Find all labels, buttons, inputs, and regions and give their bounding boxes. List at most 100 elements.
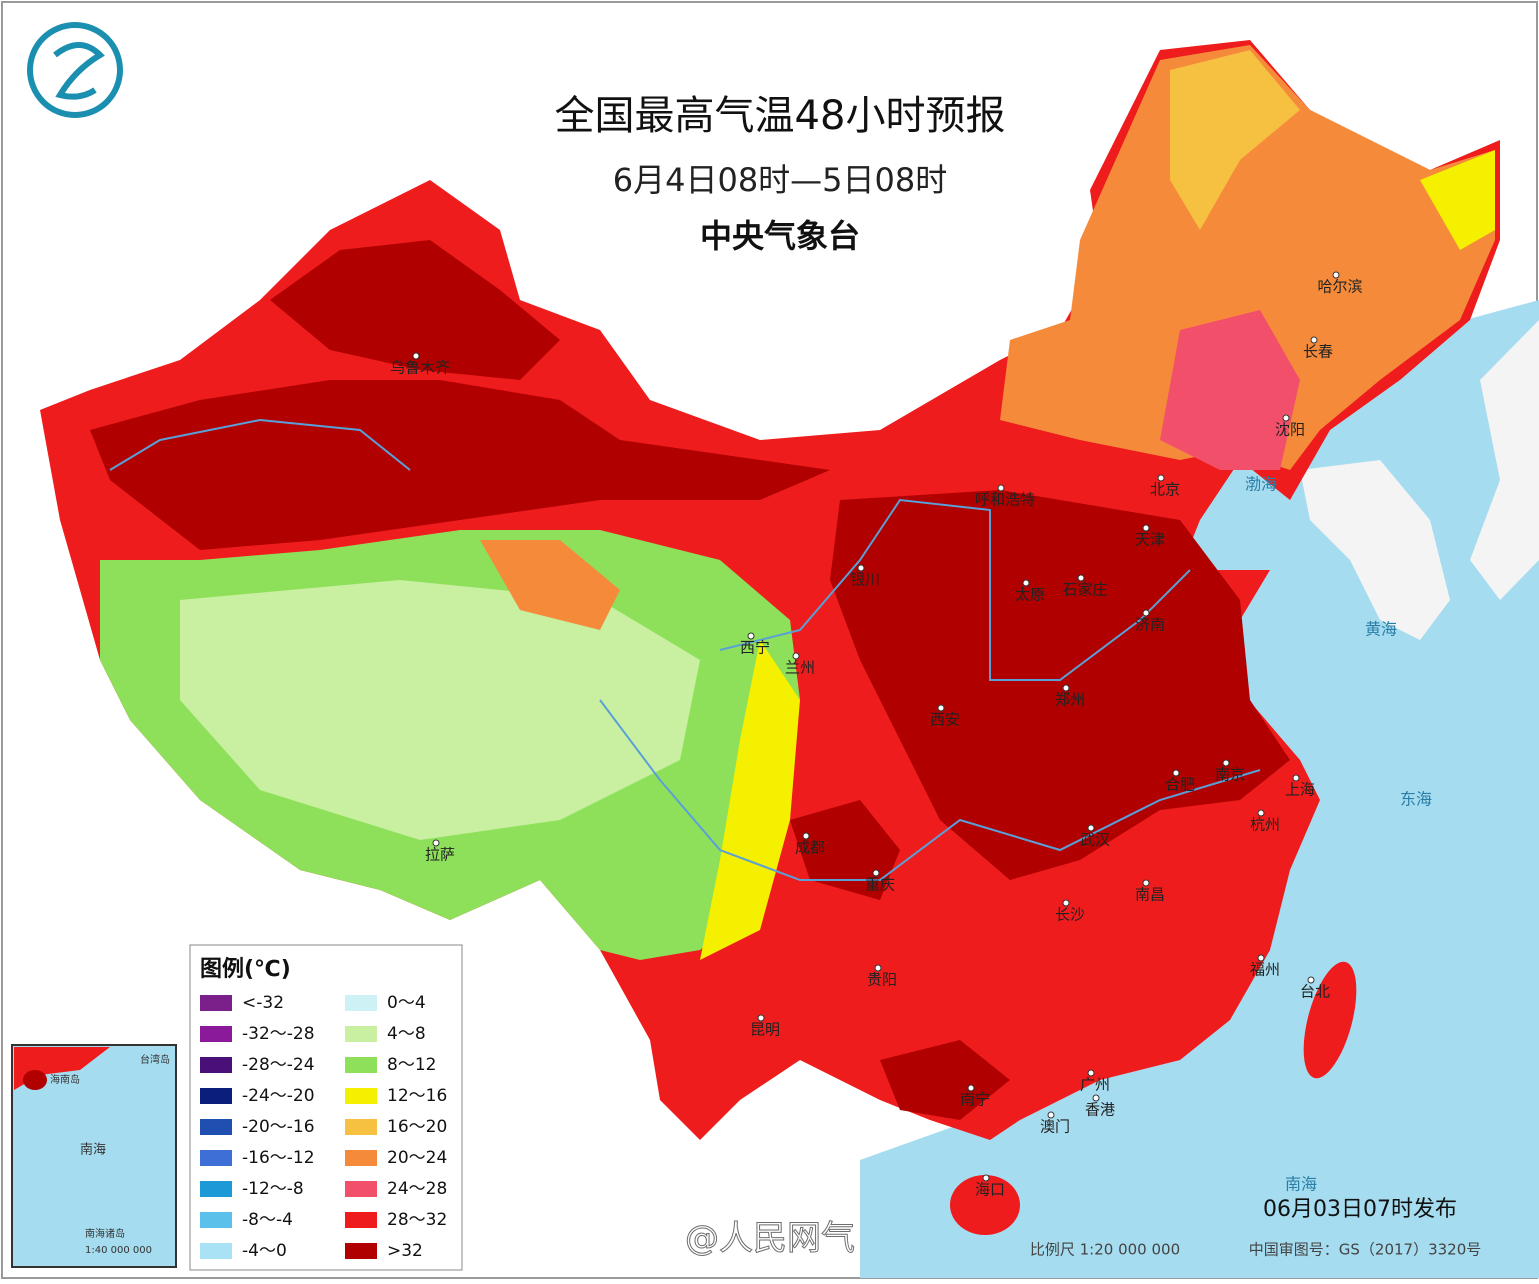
legend-label: -16～-12 bbox=[242, 1148, 315, 1168]
legend-swatch bbox=[345, 1181, 377, 1197]
legend-swatch bbox=[200, 995, 232, 1011]
inset-label: 南海诸岛 bbox=[85, 1227, 125, 1240]
city-dot bbox=[747, 632, 755, 640]
river bbox=[719, 498, 1191, 681]
city-label: 长春 bbox=[1303, 343, 1333, 361]
city-dot bbox=[1087, 824, 1095, 832]
city-label: 北京 bbox=[1150, 481, 1180, 499]
city-dot bbox=[1157, 474, 1165, 482]
legend-swatch bbox=[200, 1119, 232, 1135]
legend-swatch bbox=[200, 1026, 232, 1042]
city-dot bbox=[1142, 524, 1150, 532]
inset-frame bbox=[11, 1044, 177, 1268]
city-label: 海口 bbox=[975, 1181, 1005, 1199]
issued-time: 06月03日07时发布 bbox=[1263, 1197, 1457, 1222]
city-dot bbox=[1062, 899, 1070, 907]
city-label: 福州 bbox=[1250, 961, 1280, 979]
city-label: 杭州 bbox=[1250, 816, 1280, 834]
legend-swatch bbox=[345, 1026, 377, 1042]
map-number: 中国审图号：GS（2017）3320号 bbox=[1249, 1241, 1482, 1259]
city-label: 合肥 bbox=[1165, 776, 1195, 794]
legend-label: 28～32 bbox=[387, 1210, 447, 1230]
taiwan bbox=[1303, 961, 1357, 1079]
region-northeast bbox=[1000, 45, 1495, 470]
legend-label: >32 bbox=[387, 1241, 423, 1261]
title: 全国最高气温48小时预报 bbox=[555, 93, 1006, 139]
inset-scale: 1:40 000 000 bbox=[85, 1245, 152, 1256]
scale: 比例尺 1:20 000 000 bbox=[1030, 1241, 1180, 1259]
city-label: 台北 bbox=[1300, 983, 1330, 1001]
city-dot bbox=[1257, 809, 1265, 817]
region-plateau-edge bbox=[700, 640, 800, 960]
city-label: 澳门 bbox=[1040, 1118, 1070, 1136]
legend: 图例(℃) <-32 -32～-28 -28～-24 -24～-20 -20～-16 -1… bbox=[189, 944, 463, 1271]
city-dot bbox=[757, 1014, 765, 1022]
legend-swatch bbox=[200, 1181, 232, 1197]
japan bbox=[1470, 320, 1539, 600]
legend-label: 0～4 bbox=[387, 993, 426, 1013]
city-dot bbox=[1172, 769, 1180, 777]
legend-swatch bbox=[345, 1088, 377, 1104]
legend-label: 4～8 bbox=[387, 1024, 426, 1044]
legend-label: -4～0 bbox=[242, 1241, 287, 1261]
city-dot bbox=[1292, 774, 1300, 782]
city-dot bbox=[1142, 609, 1150, 617]
city-label: 银川 bbox=[850, 571, 880, 589]
river bbox=[109, 418, 411, 471]
city-dot bbox=[967, 1084, 975, 1092]
legend-label: -24～-20 bbox=[242, 1086, 315, 1106]
legend-title: 图例(℃) bbox=[200, 957, 291, 982]
legend-label: <-32 bbox=[242, 993, 284, 1013]
city-dot bbox=[792, 652, 800, 660]
city-dot bbox=[412, 352, 420, 360]
region-northeast-cool bbox=[1170, 50, 1300, 230]
legend-label: 12～16 bbox=[387, 1086, 447, 1106]
city-dot bbox=[1092, 1094, 1100, 1102]
korea bbox=[1300, 460, 1450, 640]
city-dot bbox=[982, 1174, 990, 1182]
legend-label: 20～24 bbox=[387, 1148, 447, 1168]
inset-label: 南海 bbox=[80, 1142, 106, 1158]
inset-land bbox=[14, 1047, 110, 1090]
watermark: @人民网气 bbox=[685, 1219, 855, 1259]
city-label: 天津 bbox=[1135, 531, 1165, 549]
legend-label: 8～12 bbox=[387, 1055, 436, 1075]
city-label: 呼和浩特 bbox=[975, 491, 1035, 509]
city-label: 石家庄 bbox=[1062, 581, 1107, 599]
region-plateau-cool bbox=[180, 580, 700, 840]
legend-label: 24～28 bbox=[387, 1179, 447, 1199]
subtitle: 6月4日08时—5日08时 bbox=[613, 161, 948, 199]
city-dot bbox=[1307, 976, 1315, 984]
city-label: 上海 bbox=[1285, 781, 1315, 799]
city-label: 南昌 bbox=[1135, 886, 1165, 904]
city-label: 广州 bbox=[1080, 1076, 1110, 1094]
city-dot bbox=[1310, 336, 1318, 344]
legend-swatch bbox=[345, 1212, 377, 1228]
city-dot bbox=[1332, 271, 1340, 279]
city-dot bbox=[1282, 414, 1290, 422]
legend-swatch bbox=[345, 1150, 377, 1166]
city-dot bbox=[1087, 1069, 1095, 1077]
legend-swatch bbox=[345, 1119, 377, 1135]
sea-label: 渤海 bbox=[1245, 475, 1277, 494]
city-dot bbox=[872, 869, 880, 877]
city-label: 拉萨 bbox=[425, 846, 455, 864]
city-dot bbox=[937, 704, 945, 712]
hainan bbox=[950, 1175, 1020, 1235]
city-label: 郑州 bbox=[1055, 691, 1085, 709]
region-guangxi-hot bbox=[880, 1040, 1010, 1120]
city-label: 香港 bbox=[1085, 1101, 1115, 1119]
city-label: 西宁 bbox=[740, 639, 770, 657]
city-dot bbox=[874, 964, 882, 972]
legend-swatch bbox=[200, 1243, 232, 1259]
city-dot bbox=[997, 484, 1005, 492]
sea-label: 南海 bbox=[1285, 1175, 1317, 1194]
legend-label: -12～-8 bbox=[242, 1179, 304, 1199]
inset-hainan bbox=[23, 1070, 47, 1090]
inset: 南海 台湾岛 海南岛 南海诸岛 1:40 000 000 bbox=[11, 1044, 177, 1268]
city-label: 哈尔滨 bbox=[1317, 278, 1362, 296]
inset-label: 海南岛 bbox=[50, 1073, 80, 1086]
